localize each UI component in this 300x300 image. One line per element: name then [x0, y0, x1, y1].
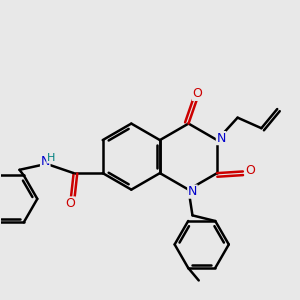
Text: N: N [216, 132, 226, 145]
Text: O: O [65, 197, 75, 210]
Text: O: O [193, 87, 202, 101]
Text: O: O [245, 164, 255, 177]
Text: N: N [40, 155, 50, 168]
Text: H: H [47, 153, 56, 163]
Text: N: N [188, 185, 197, 198]
